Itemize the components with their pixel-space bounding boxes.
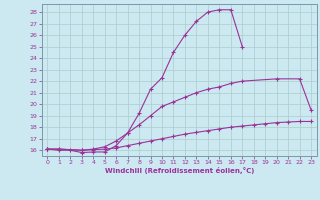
X-axis label: Windchill (Refroidissement éolien,°C): Windchill (Refroidissement éolien,°C) — [105, 167, 254, 174]
